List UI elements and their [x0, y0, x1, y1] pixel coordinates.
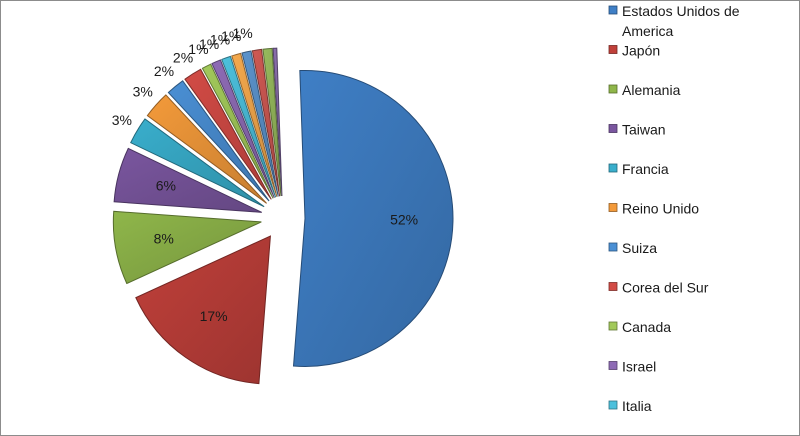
legend-swatch — [608, 282, 618, 291]
pie-slice-2 — [112, 210, 262, 285]
legend-label: Italia — [622, 398, 652, 414]
legend-label: Taiwan — [622, 122, 666, 138]
pie-slice-3 — [113, 147, 262, 213]
percent-label: 52% — [390, 211, 418, 227]
legend-label: Suiza — [622, 240, 657, 256]
pie-slice-13 — [251, 48, 281, 197]
percent-label: 1% — [210, 32, 230, 48]
legend-swatch — [608, 361, 618, 370]
legend-item: Corea del Sur — [608, 280, 709, 296]
legend-swatch — [608, 84, 618, 94]
legend-item: Japón — [608, 43, 660, 59]
legend-label: Japón — [622, 43, 660, 59]
legend-label: Israel — [622, 359, 656, 375]
percent-label: 1% — [188, 41, 208, 57]
legend-swatch — [608, 242, 618, 252]
legend-label: Reino Unido — [622, 201, 699, 217]
legend-label: Canada — [622, 319, 671, 335]
pie-slice-15 — [272, 47, 283, 197]
percent-label: 1% — [221, 28, 241, 44]
legend-item: Taiwan — [608, 122, 666, 138]
pie-slices — [112, 47, 454, 385]
percent-label: 8% — [154, 230, 174, 246]
percent-label: 2% — [154, 63, 174, 79]
legend-swatch — [608, 124, 618, 133]
pie-slice-4 — [130, 118, 265, 208]
pie-slice-14 — [262, 47, 282, 197]
legend-label: America — [622, 23, 674, 39]
legend-item: Italia — [608, 398, 652, 414]
pie-slice-12 — [241, 50, 279, 197]
legend-label: Corea del Sur — [622, 280, 709, 296]
pie-slice-10 — [221, 55, 277, 198]
pie-slice-5 — [146, 94, 267, 204]
legend-item: Alemania — [608, 82, 681, 98]
legend-label: Estados Unidos de — [622, 3, 740, 19]
percent-label: 3% — [133, 84, 153, 100]
legend: Estados Unidos de America Japón Alemania Tai… — [608, 3, 740, 414]
percent-label: 1% — [199, 36, 219, 52]
legend-swatch — [608, 203, 618, 212]
percent-label: 1% — [233, 25, 253, 41]
percent-labels: 52%17%8%6%3%3%2%2%1%1%1%1%1% — [112, 25, 418, 324]
legend-label: Alemania — [622, 82, 681, 98]
legend-swatch — [608, 163, 618, 173]
legend-swatch — [608, 5, 618, 15]
legend-label: Francia — [622, 161, 669, 177]
legend-swatch — [608, 45, 618, 54]
pie-slice-7 — [184, 68, 272, 200]
legend-item: Francia — [608, 161, 669, 177]
legend-swatch — [608, 321, 618, 331]
legend-item: Suiza — [608, 240, 657, 256]
percent-label: 17% — [200, 308, 228, 324]
legend-item: Reino Unido — [608, 201, 699, 217]
pie-slice-8 — [201, 63, 274, 199]
pie-slice-0 — [292, 70, 454, 367]
legend-item: Canada — [608, 319, 671, 335]
pie-slice-1 — [135, 235, 271, 385]
legend-item: Estados Unidos de America — [608, 3, 740, 39]
legend-item: Israel — [608, 359, 656, 375]
percent-label: 6% — [156, 178, 176, 194]
pie-slice-11 — [231, 52, 278, 198]
legend-swatch — [608, 400, 618, 410]
percent-label: 2% — [173, 49, 193, 65]
percent-label: 3% — [112, 112, 132, 128]
pie-slice-9 — [211, 59, 275, 198]
pie-slice-6 — [167, 80, 270, 202]
